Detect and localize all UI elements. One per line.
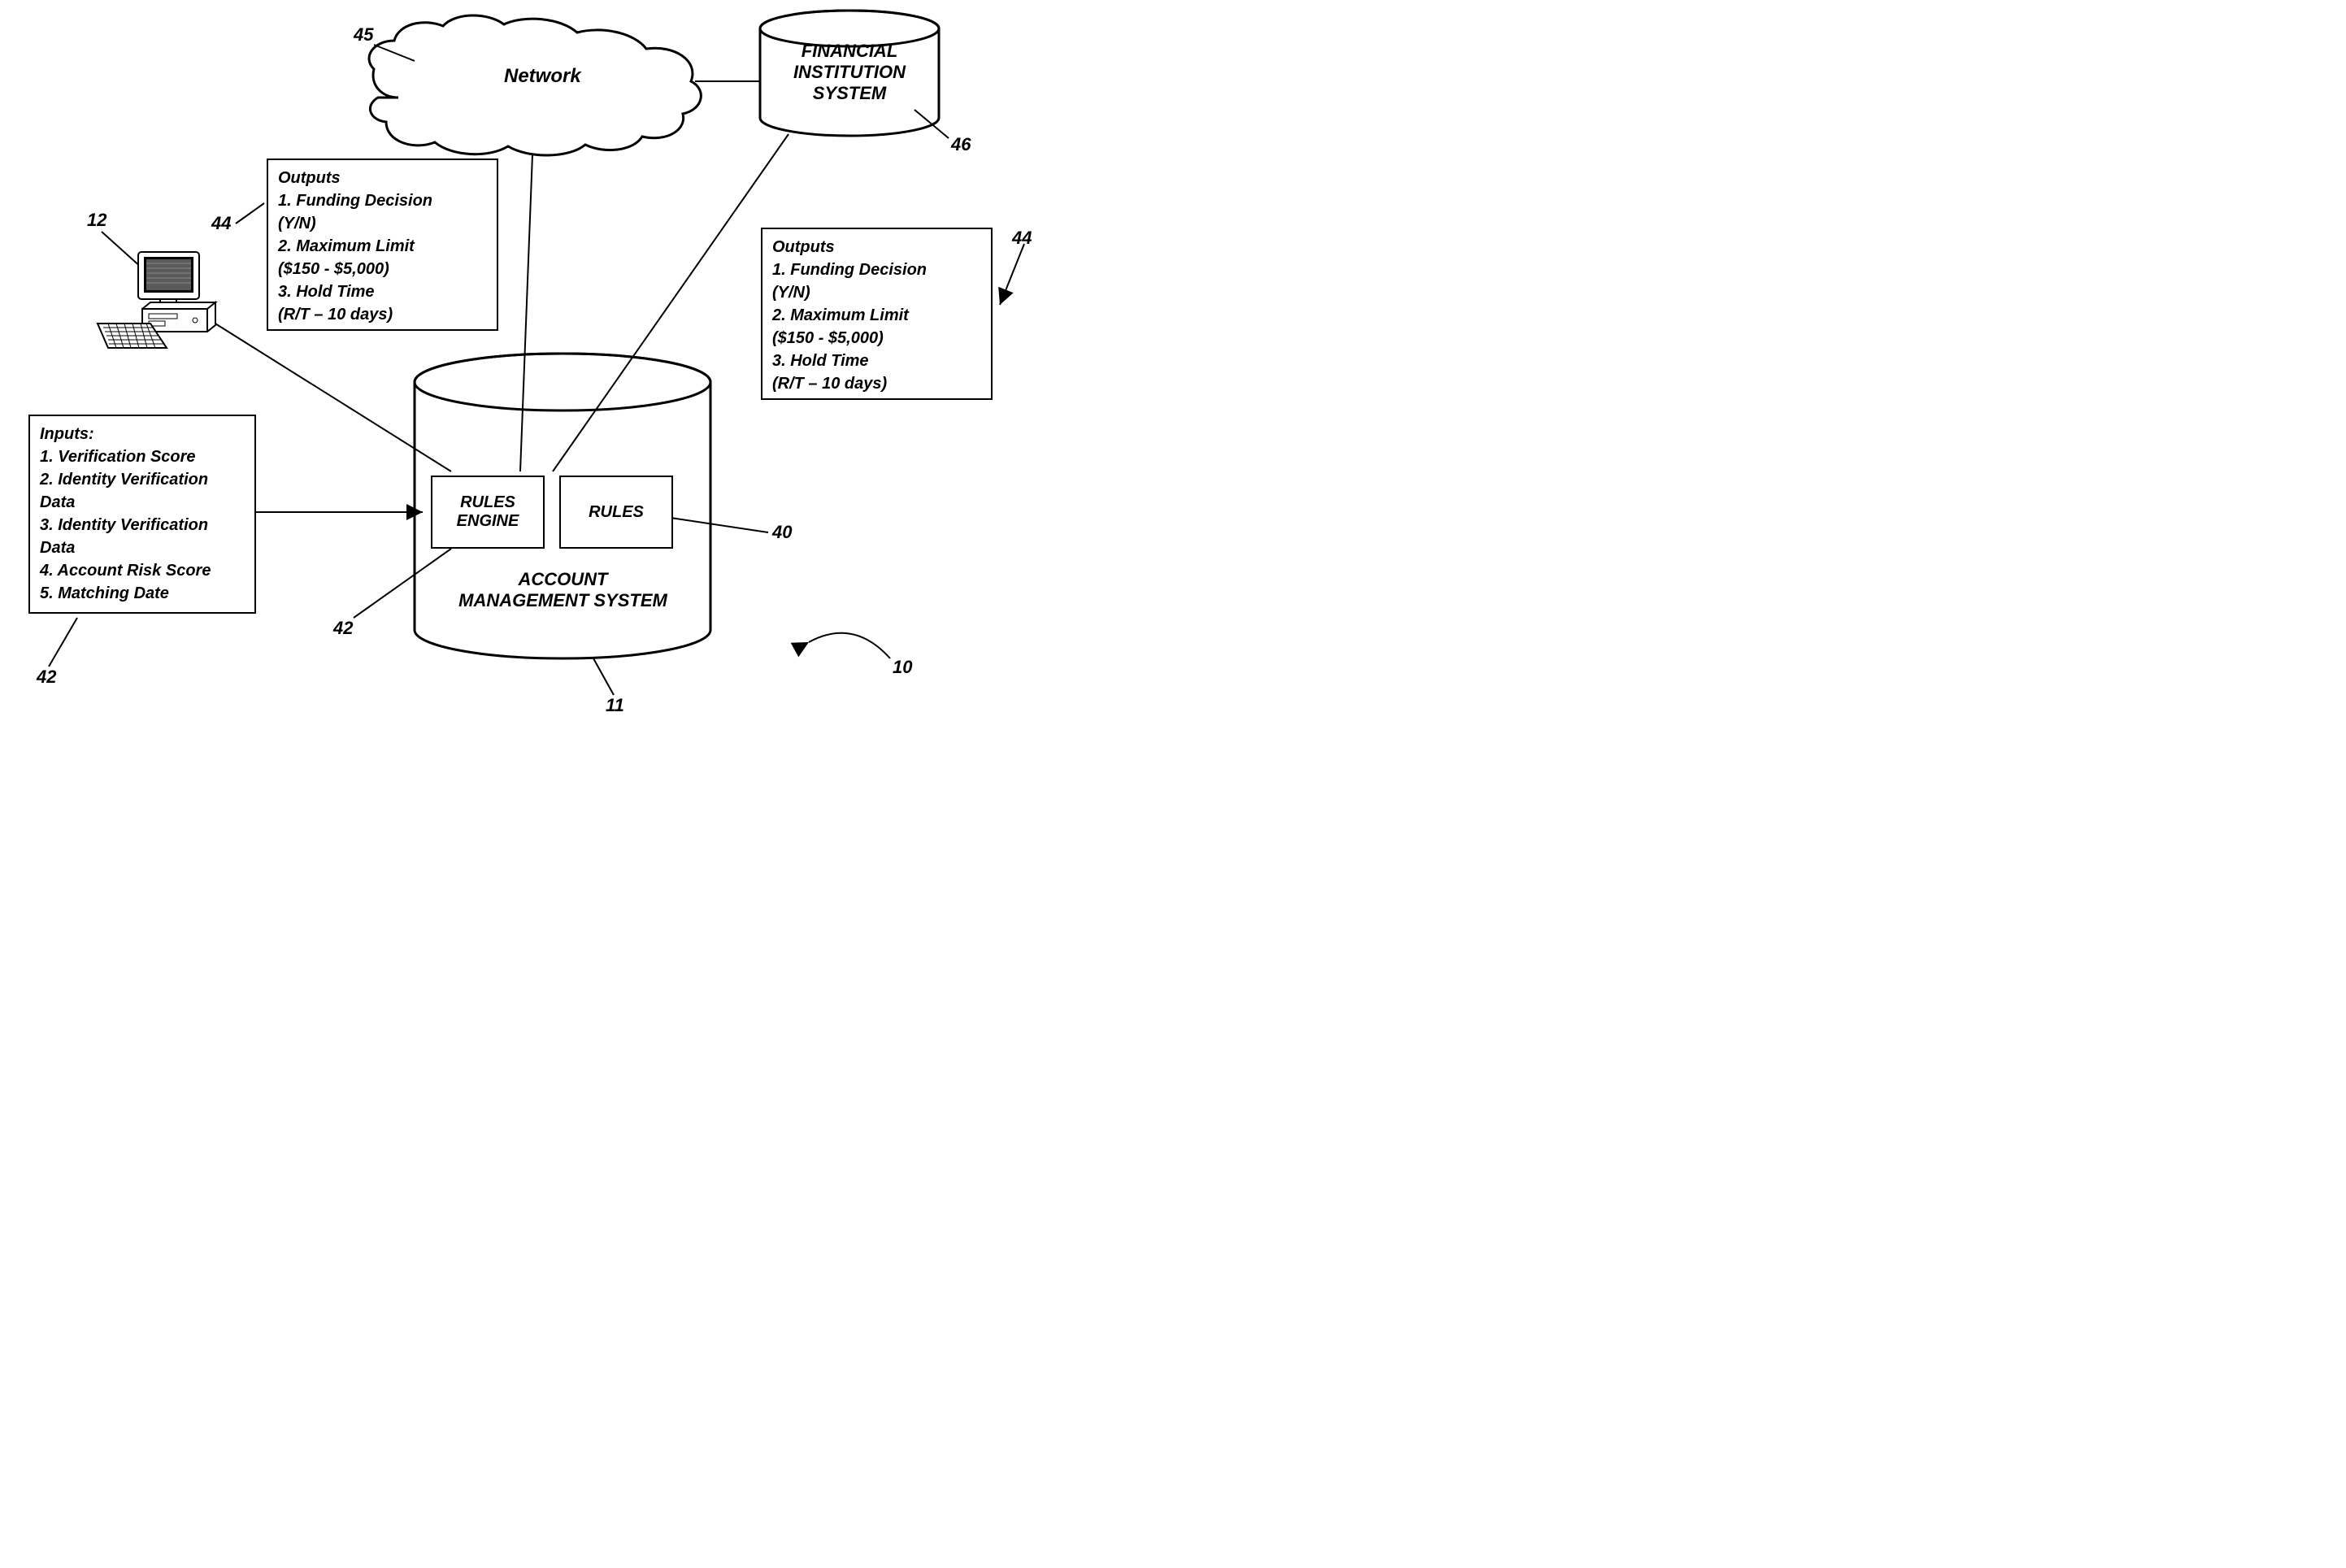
outputs2-heading: Outputs <box>772 236 981 258</box>
inputs-heading: Inputs: <box>40 423 245 445</box>
inputs-item-2: 3. Identity Verification Data <box>40 514 245 559</box>
network-label: Network <box>504 65 581 88</box>
rules-engine-box: RULES ENGINE <box>431 476 545 549</box>
computer-terminal <box>98 252 215 348</box>
ref-46: 46 <box>951 134 971 155</box>
outputs-box-1: Outputs 1. Funding Decision (Y/N) 2. Max… <box>267 159 498 331</box>
inputs-box: Inputs: 1. Verification Score 2. Identit… <box>28 415 256 614</box>
outputs1-item-1: 2. Maximum Limit ($150 - $5,000) <box>278 235 487 280</box>
diagram-canvas: Network 45 FINANCIAL INSTITUTION SYSTEM … <box>0 0 1173 784</box>
ref-45: 45 <box>354 24 373 46</box>
outputs-box-2: Outputs 1. Funding Decision (Y/N) 2. Max… <box>761 228 993 400</box>
ams-label: ACCOUNT MANAGEMENT SYSTEM <box>415 569 711 611</box>
outputs2-item-0: 1. Funding Decision (Y/N) <box>772 258 981 304</box>
inputs-item-0: 1. Verification Score <box>40 445 245 468</box>
outputs1-item-0: 1. Funding Decision (Y/N) <box>278 189 487 235</box>
inputs-item-1: 2. Identity Verification Data <box>40 468 245 514</box>
leader-10 <box>809 633 890 658</box>
ref-11: 11 <box>606 695 624 716</box>
outputs2-item-1: 2. Maximum Limit ($150 - $5,000) <box>772 304 981 350</box>
outputs1-heading: Outputs <box>278 167 487 189</box>
inputs-item-3: 4. Account Risk Score <box>40 559 245 582</box>
ref-12: 12 <box>87 210 106 231</box>
ref-10: 10 <box>893 657 912 678</box>
ref-40: 40 <box>772 522 792 543</box>
leader-44a <box>236 203 264 224</box>
financial-label: FINANCIAL INSTITUTION SYSTEM <box>780 41 919 104</box>
outputs2-item-2: 3. Hold Time (R/T – 10 days) <box>772 350 981 395</box>
ref-42b: 42 <box>333 618 353 639</box>
leader-12 <box>102 232 142 268</box>
leader-11 <box>593 658 614 695</box>
ref-44a: 44 <box>211 213 231 234</box>
ref-42a: 42 <box>37 667 56 688</box>
ref-44b: 44 <box>1012 228 1032 249</box>
rules-box: RULES <box>559 476 673 549</box>
connections-svg <box>0 0 1173 784</box>
outputs1-item-2: 3. Hold Time (R/T – 10 days) <box>278 280 487 326</box>
leader-42a <box>49 618 77 667</box>
leader-44b <box>1000 244 1024 305</box>
inputs-item-4: 5. Matching Date <box>40 582 245 605</box>
